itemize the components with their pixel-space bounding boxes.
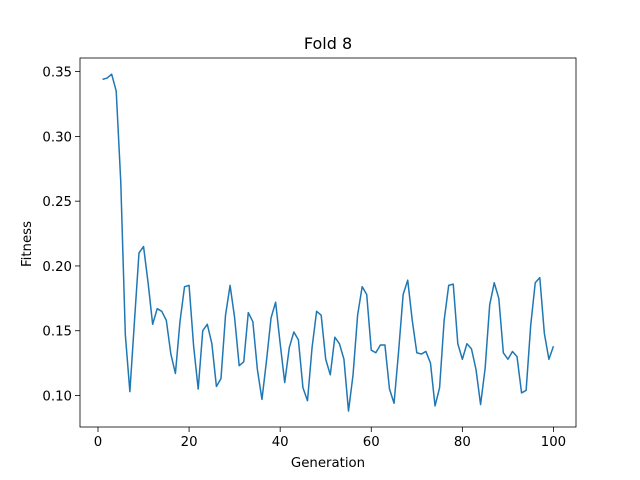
x-tick-label: 60 [363,435,380,450]
x-tick-label: 100 [541,435,566,450]
x-tick-label: 0 [94,435,102,450]
y-tick-label: 0.30 [42,130,72,145]
chart-title: Fold 8 [304,34,352,53]
y-tick-label: 0.20 [42,260,72,275]
x-axis-label: Generation [291,456,365,471]
y-tick-label: 0.35 [42,66,72,81]
axes-frame [79,57,577,428]
x-tick-label: 40 [272,435,289,450]
y-axis-label: Fitness [20,221,35,267]
series-line [102,73,555,412]
plot-area: 0 20 40 60 80 100 0.10 0.15 0.20 0.25 0.30 0.35 [42,57,577,450]
y-tick-label: 0.15 [42,325,72,340]
x-tick-label: 20 [181,435,198,450]
x-tick-label: 80 [454,435,471,450]
y-tick-label: 0.25 [42,195,72,210]
y-tick-label: 0.10 [42,390,72,405]
